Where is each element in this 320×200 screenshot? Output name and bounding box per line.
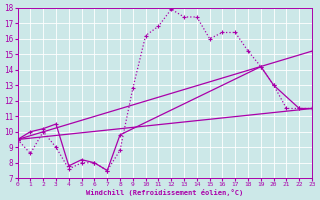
- X-axis label: Windchill (Refroidissement éolien,°C): Windchill (Refroidissement éolien,°C): [86, 189, 244, 196]
